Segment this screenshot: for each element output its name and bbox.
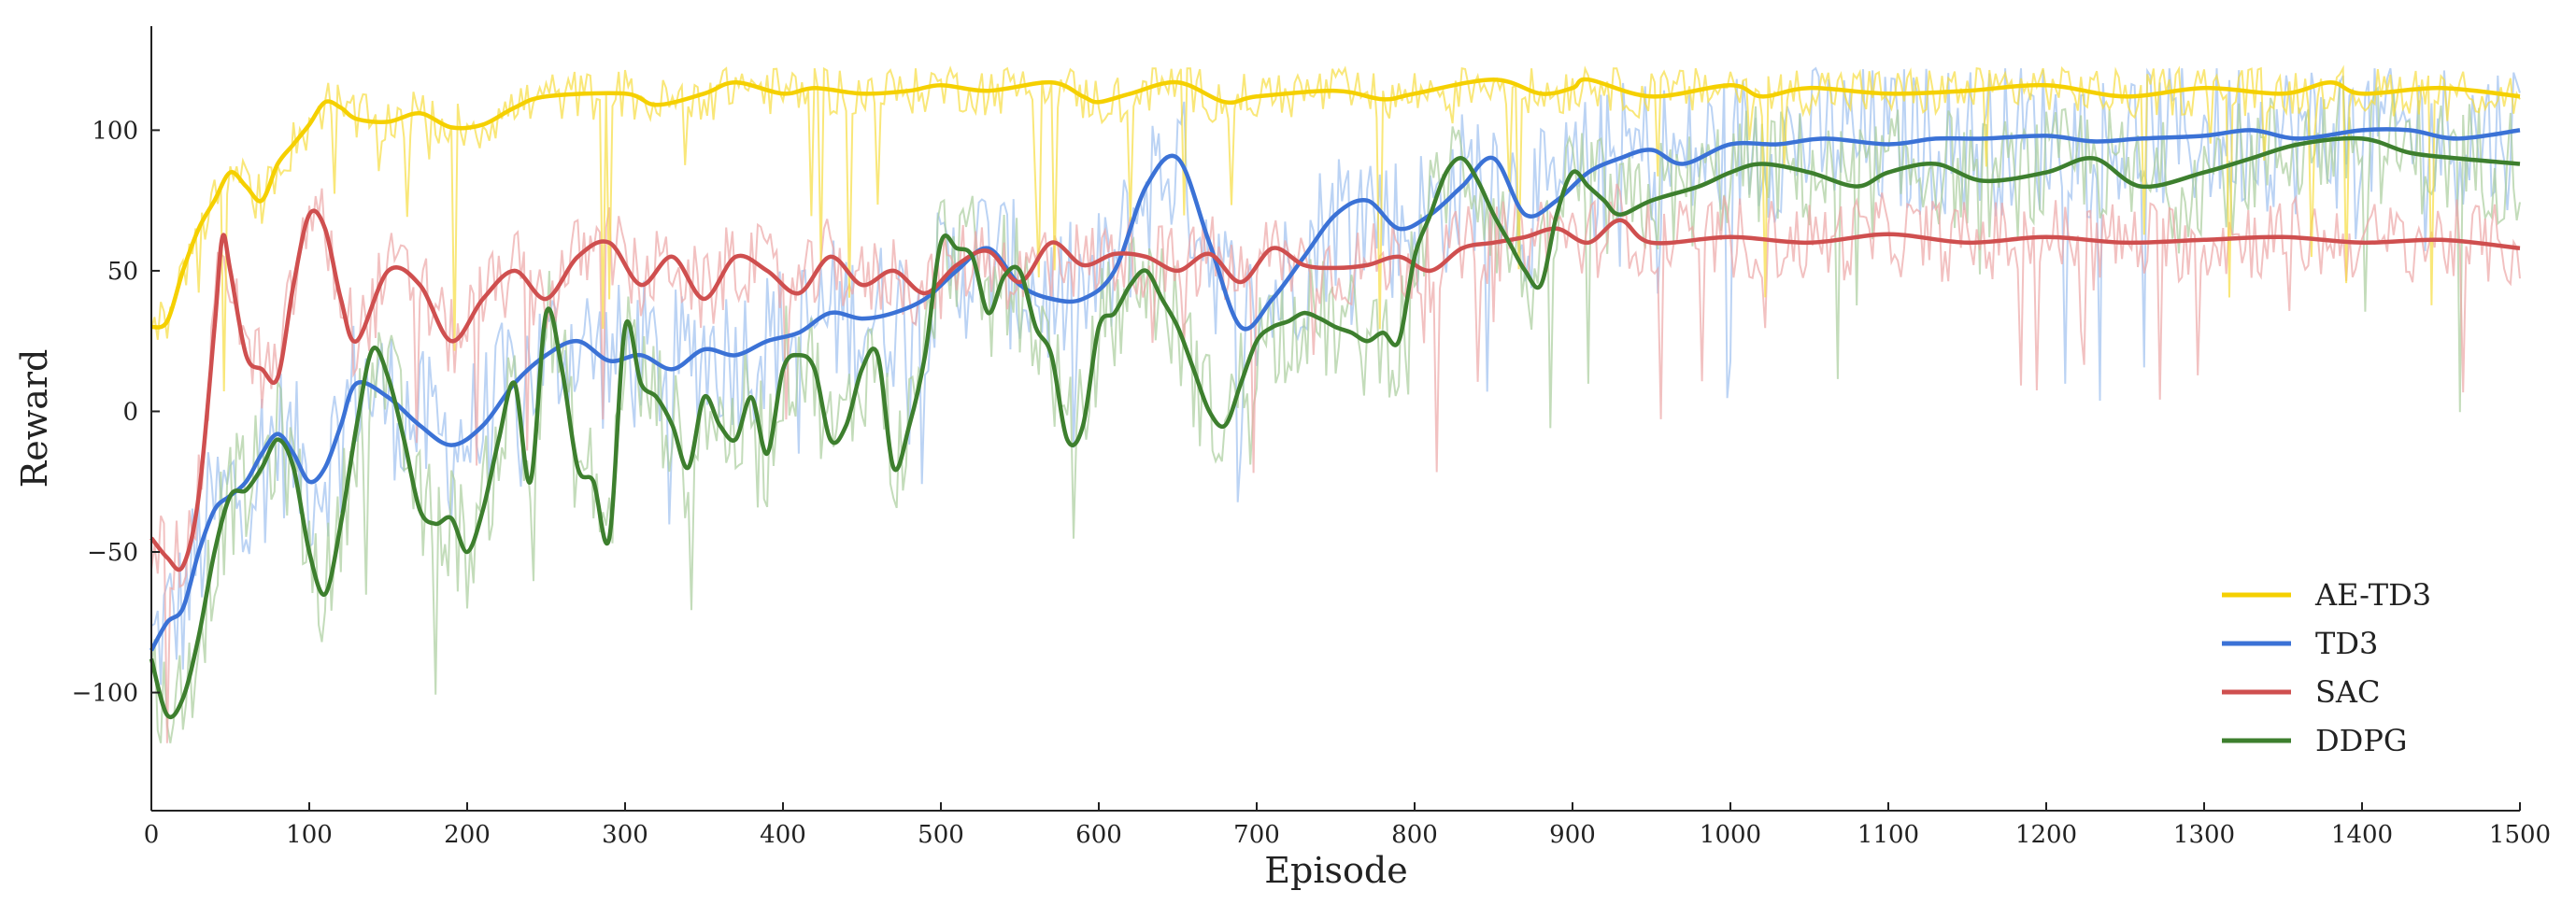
x-tick-label: 1300 [2173,821,2235,849]
x-tick-label: 600 [1075,821,1122,849]
legend-label-ddpg: DDPG [2315,723,2407,758]
x-tick-label: 300 [602,821,648,849]
legend: AE-TD3 TD3 SAC DDPG [2222,577,2431,758]
raw-trace-sac [150,183,2521,743]
legend-label-ae-td3: AE-TD3 [2314,577,2431,613]
x-tick-label: 800 [1391,821,1438,849]
x-tick-label: 200 [444,821,491,849]
x-ticks: 0 100 200 300 400 500 600 700 800 900 1000 1100 1200… [144,802,2551,849]
series-line-sac [149,208,2521,573]
x-tick-label: 900 [1549,821,1596,849]
smoothed-lines-layer [149,77,2521,719]
x-axis-label: Episode [1264,850,1407,891]
y-ticks: −100 −50 0 50 100 [72,117,160,708]
x-tick-label: 1500 [2489,821,2551,849]
x-tick-label: 1400 [2331,821,2393,849]
legend-label-td3: TD3 [2315,626,2378,661]
series-line-td3 [149,127,2521,652]
y-tick-label: −50 [87,539,138,567]
legend-label-sac: SAC [2315,674,2381,710]
axes [150,26,2520,812]
y-tick-label: −100 [72,680,138,708]
x-tick-label: 700 [1233,821,1280,849]
y-tick-label: 100 [92,117,138,145]
series-line-ddpg [149,135,2521,719]
x-tick-label: 1200 [2015,821,2077,849]
series-line-ae-td3 [150,77,2521,330]
x-tick-label: 500 [918,821,964,849]
raw-trace-ae-td3 [150,64,2521,392]
x-tick-label: 0 [144,821,160,849]
x-tick-label: 1100 [1857,821,1919,849]
y-tick-label: 0 [122,398,138,426]
x-tick-label: 1000 [1700,821,1761,849]
y-axis-label: Reward [14,349,55,488]
x-tick-label: 100 [286,821,333,849]
y-tick-label: 50 [107,258,138,286]
x-tick-label: 400 [760,821,806,849]
